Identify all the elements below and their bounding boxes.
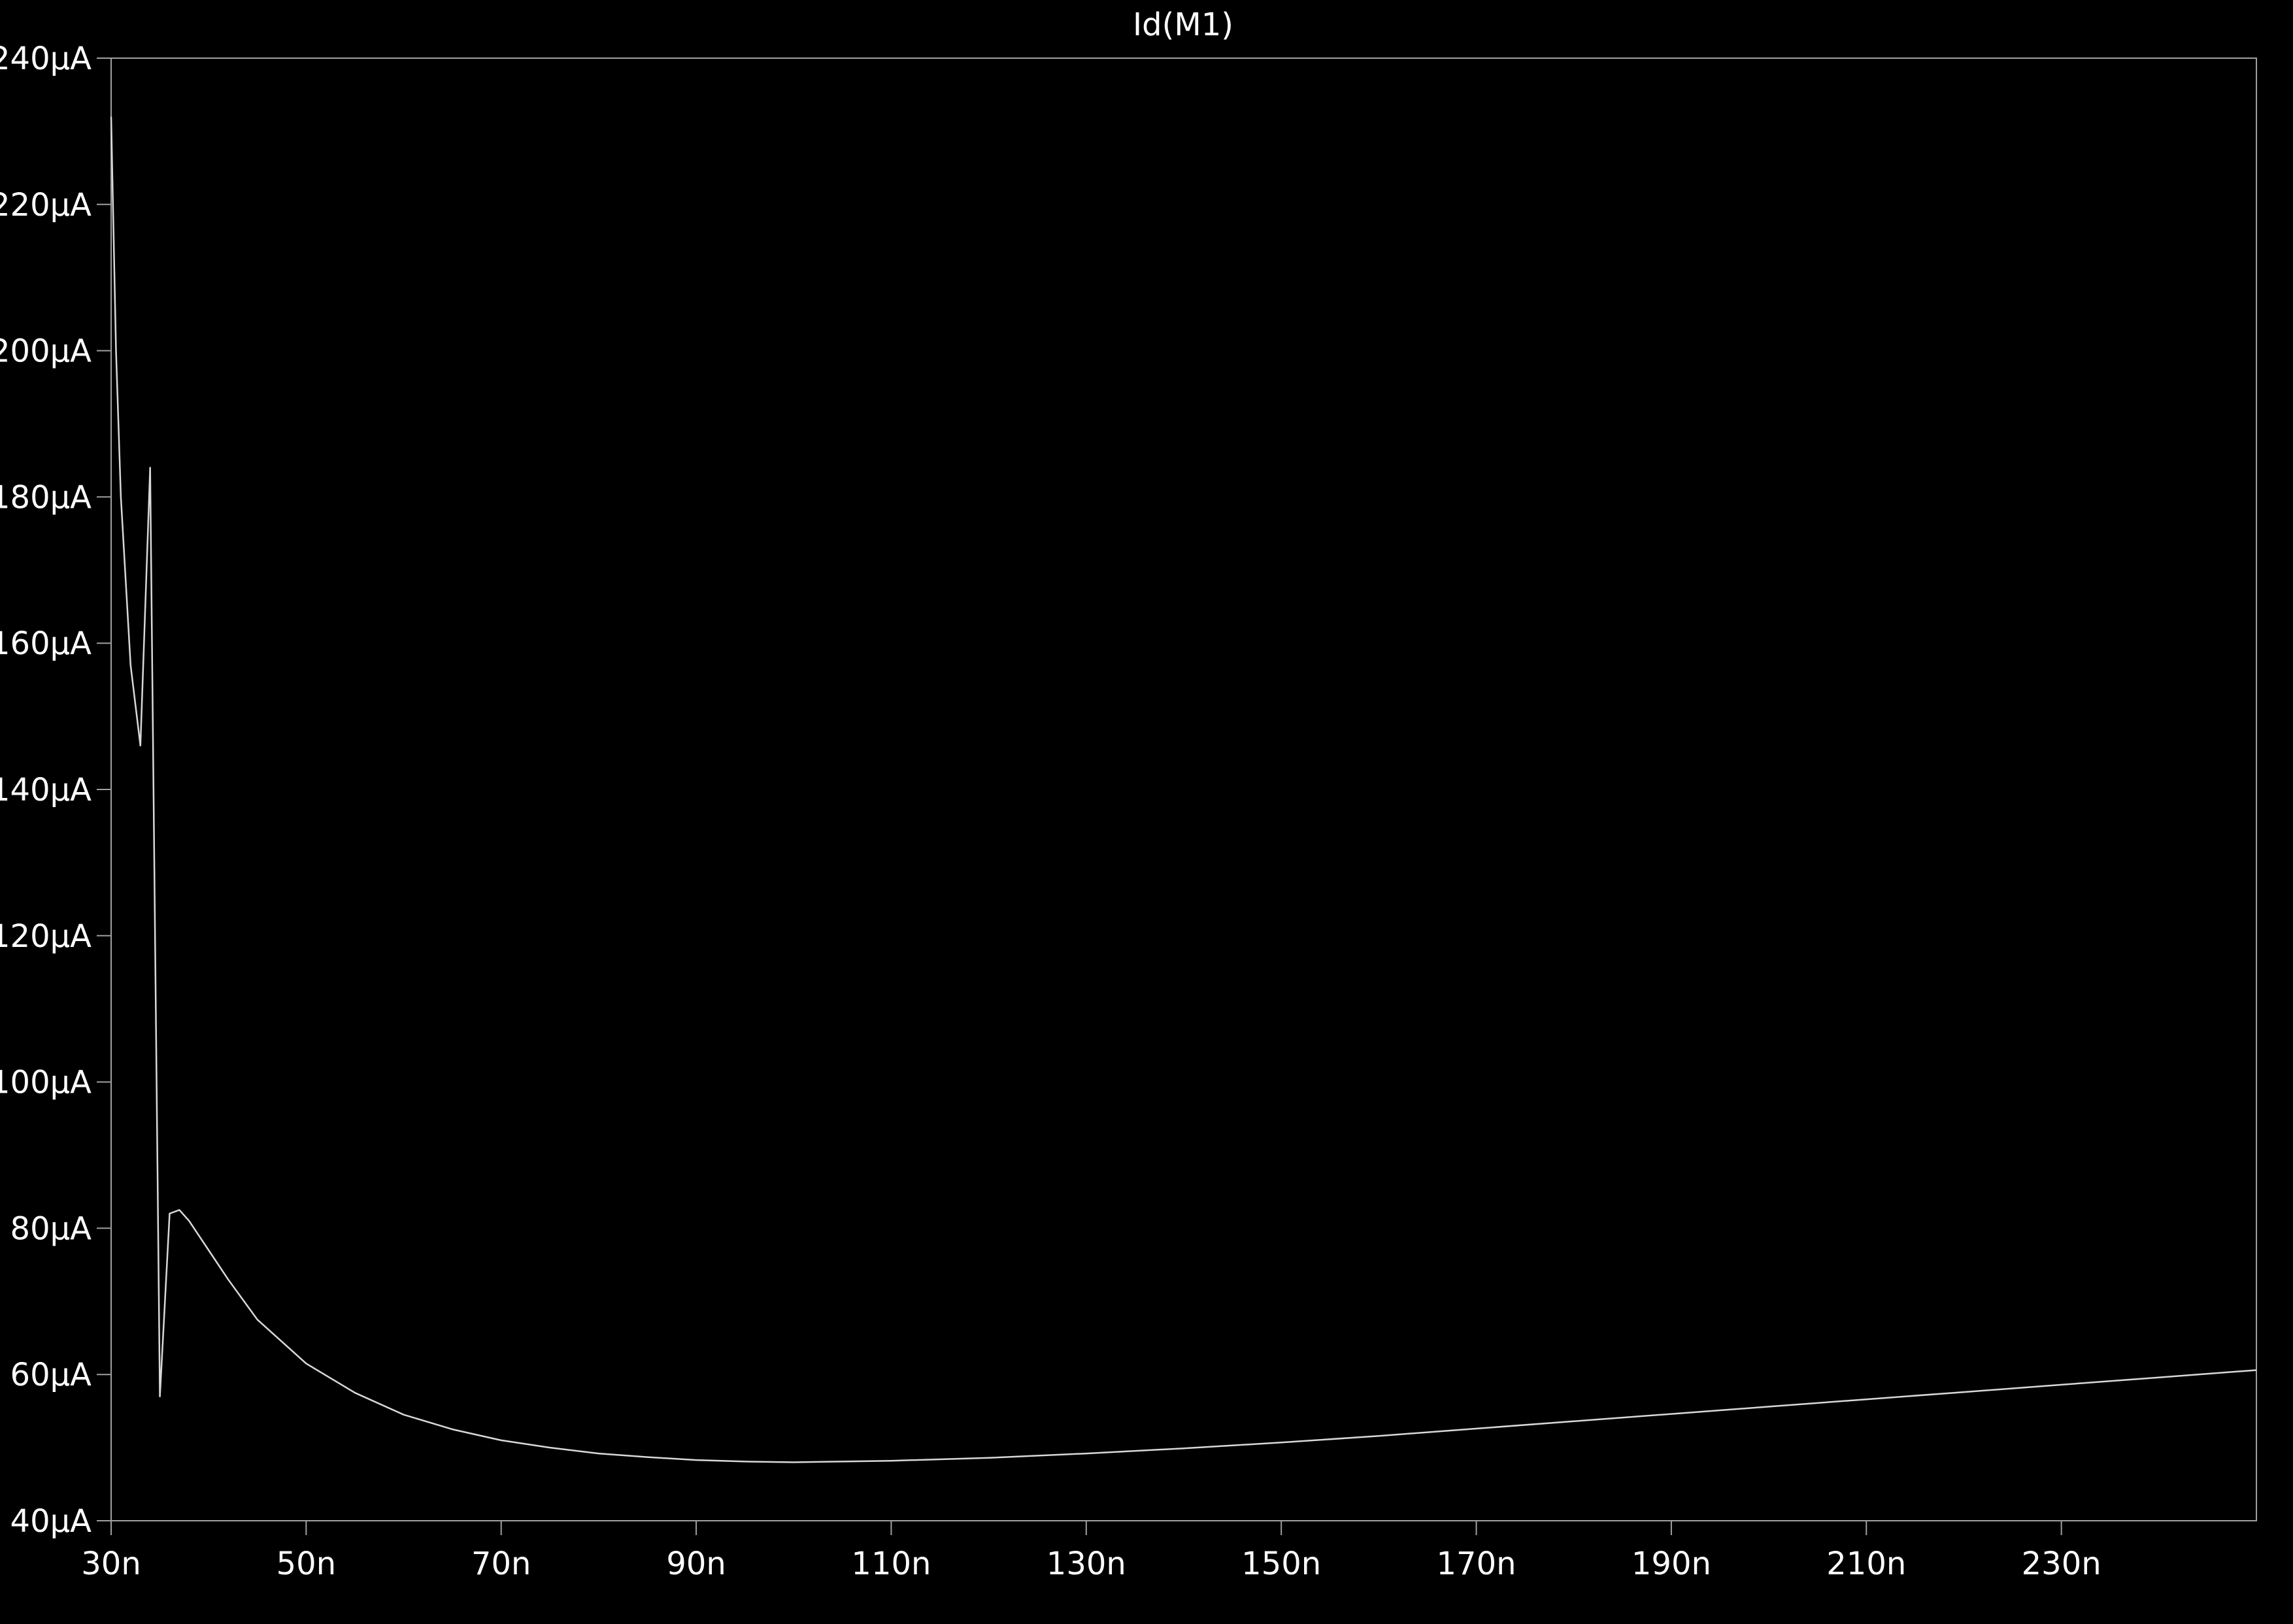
y-tick-label: 180µA: [0, 479, 92, 516]
y-tick-label: 80µA: [10, 1210, 92, 1247]
x-tick-label: 230n: [2022, 1546, 2101, 1582]
x-tick-label: 30n: [81, 1546, 141, 1582]
y-tick-label: 240µA: [0, 41, 92, 77]
y-tick-label: 40µA: [10, 1503, 92, 1540]
chart-title: Id(M1): [1133, 7, 1233, 43]
y-tick-label: 100µA: [0, 1065, 92, 1101]
x-tick-label: 70n: [471, 1546, 531, 1582]
series-line: [110, 116, 2257, 1463]
x-tick-label: 90n: [666, 1546, 726, 1582]
y-tick-label: 220µA: [0, 187, 92, 224]
y-axis-ticks: 40µA 60µA 80µA 100µA 120µA 140µA 160µA 180µA 200…: [0, 41, 111, 1540]
y-tick-label: 200µA: [0, 333, 92, 370]
y-tick-label: 140µA: [0, 772, 92, 808]
y-tick-label: 120µA: [0, 918, 92, 955]
x-tick-label: 130n: [1046, 1546, 1126, 1582]
x-tick-label: 150n: [1241, 1546, 1321, 1582]
x-tick-label: 110n: [851, 1546, 931, 1582]
x-tick-label: 210n: [1826, 1546, 1906, 1582]
y-tick-label: 160µA: [0, 625, 92, 662]
y-tick-label: 60µA: [10, 1357, 92, 1393]
x-tick-label: 170n: [1437, 1546, 1516, 1582]
x-tick-label: 50n: [276, 1546, 337, 1582]
x-axis-ticks: 30n 50n 70n 90n 110n 130n 150n 170n 190n 210n 230n: [81, 1521, 2101, 1582]
series-group: [110, 116, 2257, 1463]
x-tick-label: 190n: [1632, 1546, 1711, 1582]
plot-frame: [110, 58, 2257, 1521]
